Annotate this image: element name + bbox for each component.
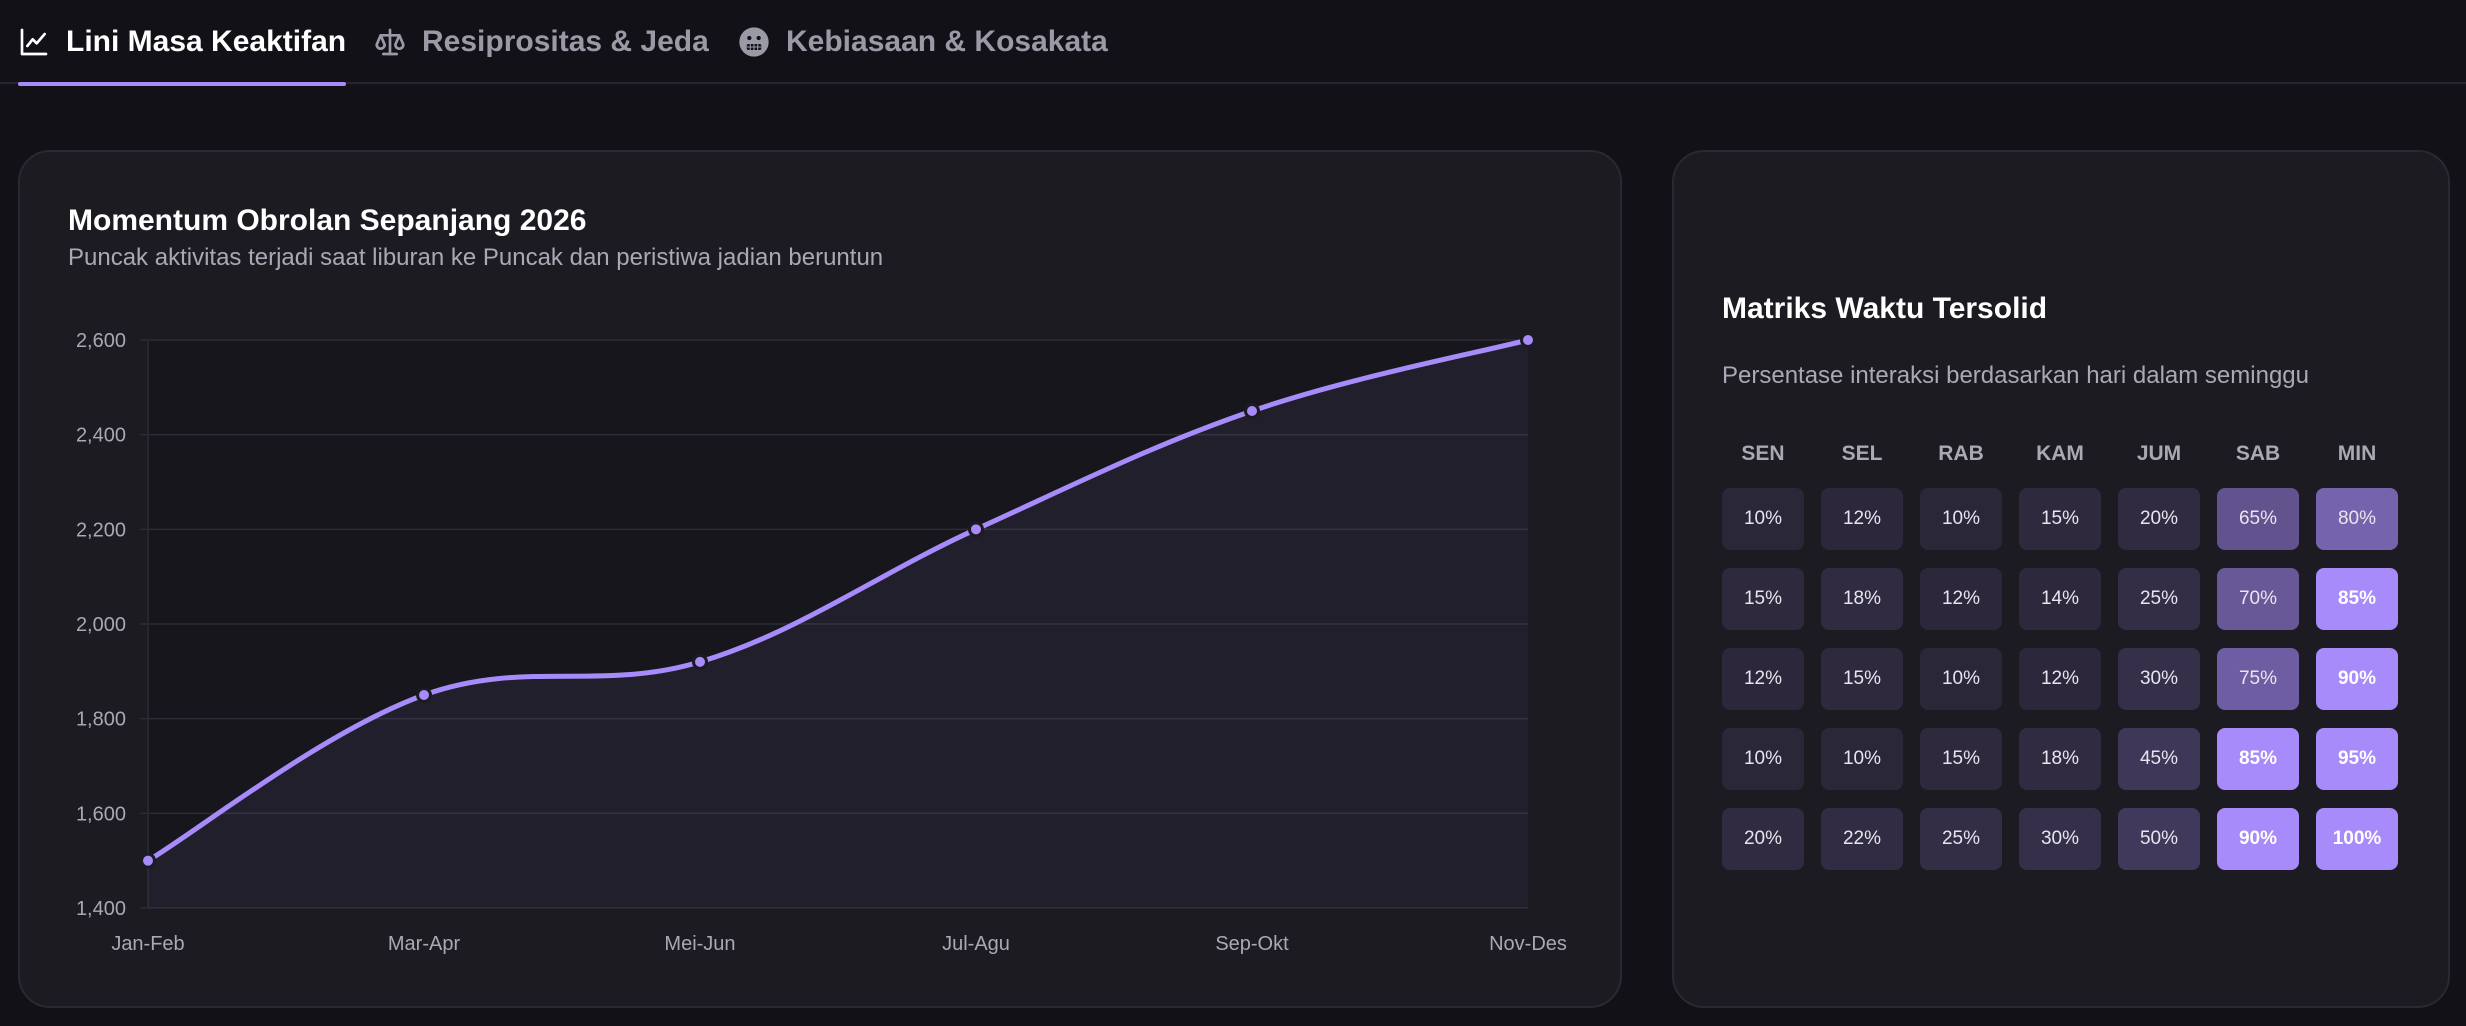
matrix-cell[interactable]: 15% [1920,728,2002,790]
matrix-title: Matriks Waktu Tersolid [1722,292,2048,325]
matrix-cell[interactable]: 22% [1821,808,1903,870]
timeline-card: Momentum Obrolan Sepanjang 2026 Puncak a… [18,150,1622,1008]
matrix-cell[interactable]: 65% [2217,488,2299,550]
x-tick-label: Jul-Agu [942,933,1010,955]
matrix-cell[interactable]: 50% [2118,808,2200,870]
y-tick-label: 2,000 [76,614,126,636]
data-point[interactable] [1244,403,1260,419]
matrix-cell[interactable]: 18% [2019,728,2101,790]
matrix-cell[interactable]: 15% [2019,488,2101,550]
area-fill [148,340,1528,908]
matrix-subtitle: Persentase interaksi berdasarkan hari da… [1722,362,2309,389]
matrix-cell[interactable]: 90% [2217,808,2299,870]
x-tick-label: Sep-Okt [1215,933,1289,955]
y-tick-label: 1,600 [76,803,126,825]
matrix-cell[interactable]: 12% [2019,648,2101,710]
day-header-sen: SEN [1741,442,1785,465]
y-tick-label: 1,800 [76,709,126,731]
matrix-cell[interactable]: 25% [2118,568,2200,630]
data-point[interactable] [416,687,432,703]
matrix-cell[interactable]: 18% [1821,568,1903,630]
day-header-sab: SAB [2235,442,2281,465]
series-line [145,337,1531,864]
chart-subtitle: Puncak aktivitas terjadi saat liburan ke… [68,244,884,271]
matrix-cell[interactable]: 15% [1722,568,1804,630]
data-point[interactable] [140,852,156,869]
tab-kebiasaan-kosakata[interactable]: Kebiasaan & Kosakata [738,0,1108,84]
day-header-sel: SEL [1841,442,1883,465]
matrix-cell[interactable]: 85% [2316,568,2398,630]
matrix-cell[interactable]: 12% [1821,488,1903,550]
x-tick-label: Mei-Jun [664,933,735,955]
grimace-face-icon [739,27,769,57]
matrix-cell[interactable]: 20% [1722,808,1804,870]
matrix-cell[interactable]: 70% [2217,568,2299,630]
y-tick-label: 2,600 [76,330,126,352]
matrix-cell[interactable]: 12% [1722,648,1804,710]
tab-label: Resiprositas & Jeda [422,25,709,58]
y-tick-label: 2,400 [76,425,126,447]
data-point[interactable] [1520,332,1536,348]
data-point[interactable] [968,521,984,538]
x-tick-label: Nov-Des [1489,933,1567,955]
matrix-cell[interactable]: 14% [2019,568,2101,630]
tab-lini-masa-keaktifan[interactable]: Lini Masa Keaktifan [18,0,347,86]
matrix-cell[interactable]: 20% [2118,488,2200,550]
matrix-cell[interactable]: 30% [2118,648,2200,710]
matrix-cell[interactable]: 10% [1821,728,1903,790]
day-header-jum: JUM [2136,442,2182,465]
chart-title: Momentum Obrolan Sepanjang 2026 [68,204,587,237]
x-tick-label: Jan-Feb [111,933,184,955]
matrix-card: Matriks Waktu Tersolid Persentase intera… [1672,150,2450,1008]
day-header-rab: RAB [1938,442,1984,465]
matrix-cell[interactable]: 80% [2316,488,2398,550]
matrix-cell[interactable]: 45% [2118,728,2200,790]
matrix-cell[interactable]: 10% [1920,488,2002,550]
matrix-cell[interactable]: 90% [2316,648,2398,710]
matrix-cell[interactable]: 12% [1920,568,2002,630]
y-tick-label: 1,400 [76,898,126,920]
matrix-cell[interactable]: 10% [1920,648,2002,710]
tab-bar: Lini Masa Keaktifan Resiprositas & Jeda … [0,0,2466,86]
day-header-kam: KAM [2036,442,2084,465]
line-chart: 1,400 1,600 1,800 2,000 2,200 2,400 2,600 Jan-F… [76,330,1567,955]
tab-resiprositas-jeda[interactable]: Resiprositas & Jeda [374,0,709,84]
tab-label: Lini Masa Keaktifan [66,25,347,58]
matrix-cell[interactable]: 75% [2217,648,2299,710]
data-point[interactable] [692,653,708,670]
day-header-min: MIN [2337,442,2377,465]
scale-icon [375,28,405,56]
line-chart-icon [20,28,48,56]
tab-label: Kebiasaan & Kosakata [786,25,1108,58]
x-tick-label: Mar-Apr [388,933,461,955]
matrix-cell[interactable]: 25% [1920,808,2002,870]
matrix-cell[interactable]: 10% [1722,488,1804,550]
matrix-cell[interactable]: 85% [2217,728,2299,790]
matrix-cell[interactable]: 30% [2019,808,2101,870]
matrix-cell[interactable]: 95% [2316,728,2398,790]
matrix-cell[interactable]: 100% [2316,808,2398,870]
matrix-cell[interactable]: 15% [1821,648,1903,710]
matrix-cell[interactable]: 10% [1722,728,1804,790]
y-tick-label: 2,200 [76,519,126,541]
